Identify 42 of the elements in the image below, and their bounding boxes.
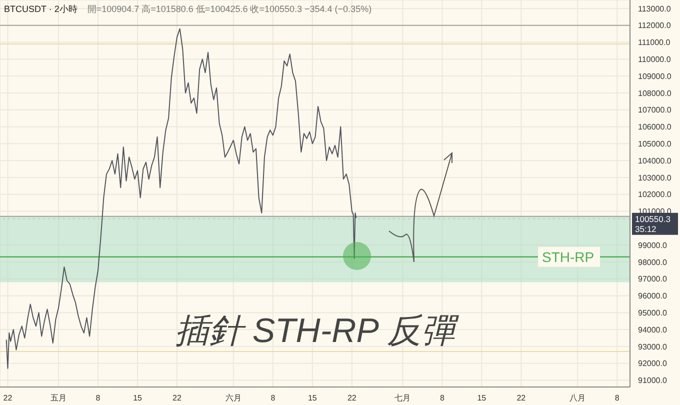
y-tick-label: 94000.0	[638, 325, 668, 334]
x-tick-label: 8	[270, 394, 276, 403]
ref-line-label: 100550.3	[635, 214, 671, 224]
x-tick-label: 六月	[225, 394, 242, 403]
x-tick-label: 15	[477, 394, 487, 403]
chart-subtitle: 開=100904.7 高=101580.6 低=100425.6 收=100550.3 −354.4 (−0.35%)	[87, 3, 372, 16]
y-tick-label: 104000.0	[638, 156, 672, 166]
y-tick-label: 92000.0	[638, 359, 668, 368]
y-tick-label: 96000.0	[638, 292, 668, 301]
y-tick-label: 99000.0	[638, 240, 668, 250]
x-tick-label: 8	[614, 394, 620, 403]
y-tick-label: 106000.0	[638, 122, 672, 132]
y-tick-label: 97000.0	[638, 274, 668, 284]
y-tick-label: 107000.0	[638, 106, 672, 115]
y-tick-label: 102000.0	[638, 190, 672, 200]
y-tick-label: 109000.0	[638, 72, 672, 81]
y-tick-label: 91000.0	[638, 376, 668, 386]
x-tick-label: 22	[3, 394, 13, 403]
y-tick-label: 103000.0	[638, 173, 672, 182]
y-tick-label: 95000.0	[638, 308, 668, 318]
chart-title: BTCUSDT · 2小時	[4, 3, 78, 16]
x-tick-label: 22	[347, 394, 357, 403]
x-tick-label: 8	[96, 394, 101, 403]
x-tick-label: 五月	[50, 394, 67, 403]
y-tick-label: 98000.0	[638, 258, 668, 267]
annotation: 插針 STH-RP 反彈	[174, 311, 460, 352]
x-tick-label: 8	[440, 394, 445, 403]
text: 35:12	[635, 224, 657, 234]
x-tick-label: 15	[133, 394, 143, 403]
y-tick-label: 111000.0	[638, 38, 671, 48]
x-tick-label: 七月	[394, 394, 411, 403]
x-tick-label: 22	[516, 394, 526, 403]
y-tick-label: 112000.0	[638, 21, 672, 30]
y-tick-label: 113000.0	[638, 4, 672, 14]
y-tick-label: 93000.0	[638, 342, 668, 352]
x-tick-label: 八月	[570, 394, 586, 403]
y-tick-label: 108000.0	[638, 88, 672, 98]
y-tick-label: 110000.0	[638, 54, 672, 64]
x-tick-label: 15	[308, 394, 318, 403]
ref-line-label: STH-RP	[542, 248, 594, 265]
x-tick-label: 22	[172, 394, 182, 403]
y-tick-label: 105000.0	[638, 139, 672, 148]
